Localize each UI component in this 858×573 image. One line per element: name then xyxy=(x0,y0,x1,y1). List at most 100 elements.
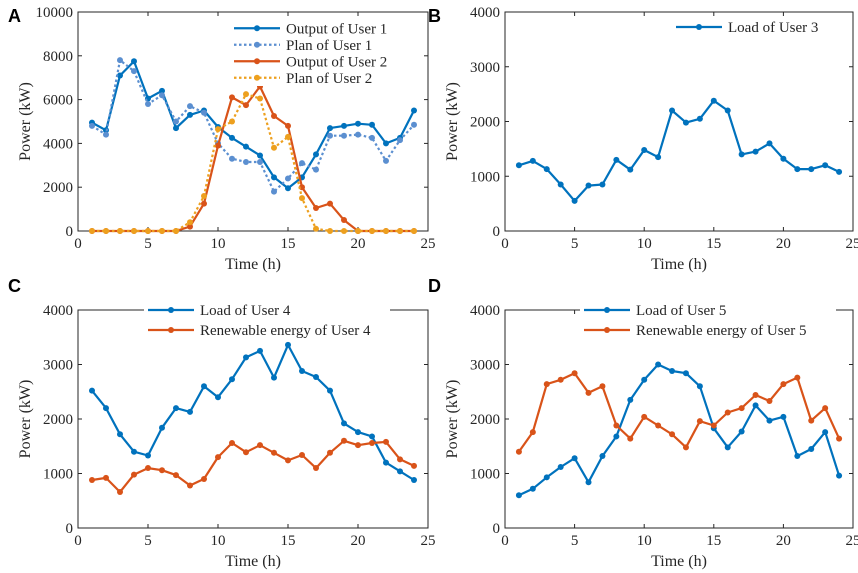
data-point xyxy=(89,387,95,394)
series-line-1 xyxy=(91,343,415,481)
y-tick-label: 2000 xyxy=(43,180,73,196)
data-point xyxy=(243,143,249,150)
panel-c: C 0 5 10 15 20 25 0 1000 2000 3000 4000 Time (h) Powe… xyxy=(8,276,436,570)
data-point xyxy=(243,91,249,98)
y-tick-label: 0 xyxy=(493,224,501,240)
data-point xyxy=(397,137,403,144)
data-point xyxy=(257,442,263,449)
data-point xyxy=(201,192,207,199)
data-point xyxy=(229,134,235,141)
data-point xyxy=(117,431,123,438)
legend-label: Renewable energy of User 4 xyxy=(200,323,371,339)
data-point xyxy=(655,154,662,161)
data-point xyxy=(613,433,620,440)
legend-marker xyxy=(254,74,260,81)
legend-box xyxy=(230,20,416,86)
data-point xyxy=(257,347,263,354)
data-point xyxy=(369,228,375,234)
x-tick-label: 15 xyxy=(281,236,296,252)
data-point xyxy=(187,482,193,489)
data-point xyxy=(117,228,123,234)
data-point xyxy=(397,456,403,463)
data-point xyxy=(187,408,193,415)
data-point xyxy=(397,468,403,475)
data-point xyxy=(669,431,676,438)
data-point xyxy=(780,381,787,388)
data-point xyxy=(627,166,634,173)
legend-marker xyxy=(254,41,260,48)
data-point xyxy=(285,185,291,192)
data-point xyxy=(117,57,123,64)
data-point xyxy=(613,422,620,429)
y-tick-label: 10000 xyxy=(36,5,74,21)
data-point xyxy=(571,455,578,462)
data-point xyxy=(327,132,333,139)
data-point xyxy=(752,148,759,155)
data-point xyxy=(243,102,249,109)
data-point xyxy=(710,97,717,104)
panel-label: A xyxy=(8,6,21,26)
data-point xyxy=(299,368,305,375)
data-point xyxy=(117,489,123,496)
data-point xyxy=(285,133,291,140)
x-tick-label: 5 xyxy=(144,533,152,549)
data-point xyxy=(313,166,319,173)
data-point xyxy=(229,376,235,383)
legend-label: Plan of User 1 xyxy=(286,38,372,54)
legend-marker xyxy=(168,307,174,313)
legend-box xyxy=(672,16,842,38)
data-point xyxy=(145,465,151,472)
legend-label: Load of User 3 xyxy=(728,20,818,36)
x-tick-label: 25 xyxy=(421,533,436,549)
data-point xyxy=(599,181,606,188)
data-point xyxy=(355,228,361,234)
y-tick-label: 2000 xyxy=(43,412,73,428)
data-point xyxy=(669,107,676,114)
y-tick-label: 2000 xyxy=(470,412,500,428)
data-point xyxy=(585,389,592,396)
y-tick-label: 3000 xyxy=(43,358,73,374)
data-point xyxy=(215,394,221,401)
y-axis-label: Power (kW) xyxy=(17,82,34,161)
data-point xyxy=(780,155,787,162)
data-point xyxy=(145,100,151,107)
data-point xyxy=(173,228,179,234)
data-point xyxy=(299,451,305,458)
x-tick-label: 25 xyxy=(846,533,858,549)
data-point xyxy=(257,152,263,159)
data-point xyxy=(173,118,179,125)
data-point xyxy=(173,125,179,132)
y-axis-label: Power (kW) xyxy=(444,380,461,459)
data-point xyxy=(285,341,291,348)
legend-marker xyxy=(604,327,610,333)
panel-label: B xyxy=(428,6,441,26)
data-point xyxy=(766,140,773,147)
legend-label: Output of User 2 xyxy=(286,54,387,70)
data-point xyxy=(529,485,536,492)
data-point xyxy=(682,444,689,451)
data-point xyxy=(808,417,815,424)
data-point xyxy=(103,474,109,481)
data-point xyxy=(271,174,277,181)
x-tick-label: 25 xyxy=(846,236,858,252)
data-point xyxy=(655,422,662,429)
data-point xyxy=(515,162,522,169)
data-point xyxy=(257,95,263,102)
data-point xyxy=(229,118,235,125)
x-tick-label: 0 xyxy=(501,533,509,549)
data-point xyxy=(515,492,522,499)
data-point xyxy=(529,157,536,164)
data-point xyxy=(355,131,361,138)
data-point xyxy=(131,228,137,234)
data-point xyxy=(313,225,319,232)
data-point xyxy=(173,405,179,412)
y-tick-label: 4000 xyxy=(470,5,500,21)
data-point xyxy=(369,134,375,141)
y-tick-label: 1000 xyxy=(470,467,500,483)
data-point xyxy=(557,376,564,383)
x-axis-label: Time (h) xyxy=(651,256,707,273)
data-point xyxy=(766,398,773,405)
y-tick-label: 4000 xyxy=(43,136,73,152)
data-point xyxy=(599,453,606,460)
data-point xyxy=(543,166,550,173)
